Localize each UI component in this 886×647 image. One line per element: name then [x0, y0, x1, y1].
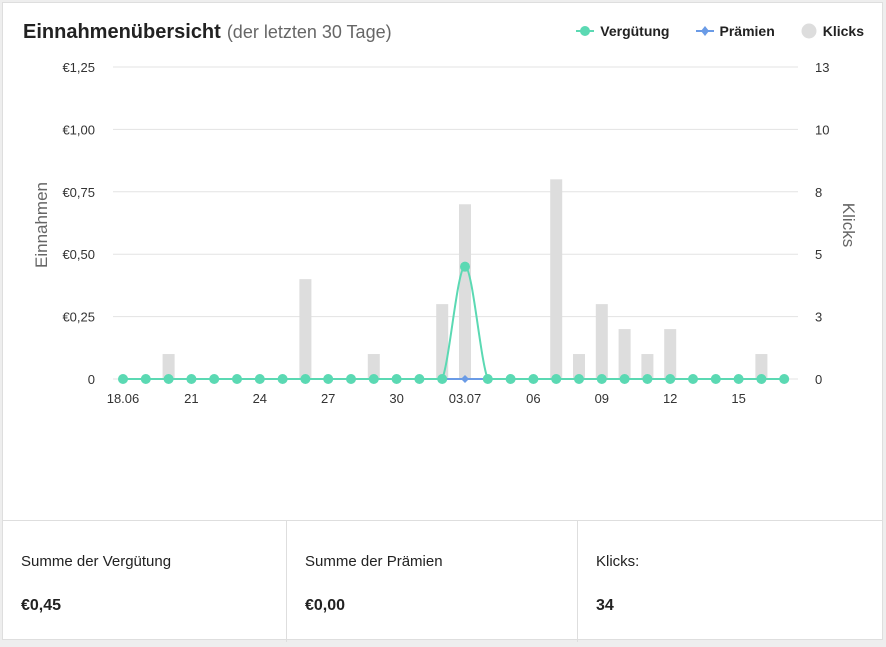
verguetung-point [391, 374, 402, 384]
klicks-bar [436, 304, 449, 379]
x-tick: 15 [731, 391, 745, 406]
klicks-bar [550, 179, 563, 379]
klicks-bar [664, 329, 677, 379]
x-tick: 30 [389, 391, 403, 406]
y-tick-left: €1,25 [62, 60, 95, 75]
x-tick: 09 [595, 391, 609, 406]
verguetung-point [414, 374, 425, 384]
summary-label-verguetung: Summe der Vergütung [21, 553, 172, 570]
verguetung-point [232, 374, 242, 384]
y-tick-left: €1,00 [62, 122, 95, 137]
praemien-point [461, 375, 469, 383]
card-subtitle: (der letzten 30 Tage) [226, 22, 392, 42]
circle-marker-icon [801, 23, 817, 39]
klicks-bars [162, 179, 768, 379]
summary-value-klicks: 34 [596, 597, 614, 614]
verguetung-point [323, 374, 334, 384]
verguetung-point [665, 374, 676, 384]
y-tick-left: €0,25 [62, 310, 95, 325]
y-tick-right: 8 [815, 185, 822, 200]
x-tick: 24 [253, 391, 267, 406]
verguetung-point [528, 374, 539, 384]
verguetung-point [619, 374, 630, 384]
verguetung-point [642, 374, 653, 384]
verguetung-point [254, 374, 265, 384]
verguetung-point [277, 374, 288, 384]
klicks-bar [618, 329, 631, 379]
verguetung-point [688, 374, 698, 384]
earnings-chart: €1,25 13€1,00 10€0,75 8€0,50 5€0,25 30 018.06 2… [32, 60, 858, 406]
circle-marker-icon [576, 26, 595, 36]
x-tick: 18.06 [107, 391, 140, 406]
y-tick-right: 10 [815, 122, 829, 137]
verguetung-point [118, 374, 128, 384]
verguetung-point [482, 374, 493, 384]
card-title: Einnahmenübersicht [23, 21, 221, 43]
klicks-bar [162, 354, 175, 379]
x-tick: 06 [526, 391, 540, 406]
legend-item-verguetung[interactable]: Vergütung [576, 23, 670, 39]
legend-label-praemien: Prämien [719, 23, 775, 39]
verguetung-point [460, 261, 470, 272]
summary-verguetung: Summe der Vergütung €0,45 [3, 521, 287, 642]
x-tick: 12 [663, 391, 677, 406]
summary-value-verguetung: €0,45 [21, 597, 62, 614]
verguetung-line [123, 265, 785, 380]
y-axis-title-left: Einnahmen [32, 182, 51, 268]
y-axis-title-right: Klicks [839, 203, 858, 247]
x-tick: 03.07 [449, 391, 482, 406]
summary-label-klicks: Klicks: [596, 553, 640, 570]
legend-item-praemien[interactable]: Prämien [695, 23, 775, 39]
y-tick-right: 13 [815, 60, 829, 75]
klicks-bar [755, 354, 768, 379]
verguetung-point [574, 374, 584, 384]
klicks-bar [299, 279, 312, 379]
chart-grid [113, 66, 798, 380]
verguetung-point [437, 374, 448, 384]
verguetung-point [710, 374, 721, 384]
klicks-bar [459, 204, 471, 379]
verguetung-point [505, 374, 516, 384]
y-tick-right: 3 [815, 310, 822, 325]
summary-praemien: Summe der Prämien €0,00 [287, 521, 578, 642]
verguetung-point [346, 374, 356, 384]
verguetung-point [300, 374, 311, 384]
legend-item-klicks[interactable]: Klicks [801, 23, 864, 39]
summary-row: Summe der Vergütung €0,45 Summe der Präm… [3, 520, 882, 642]
verguetung-point [186, 374, 197, 384]
klicks-bar [573, 354, 585, 379]
klicks-bar [595, 304, 608, 379]
diamond-marker-icon [695, 26, 714, 36]
legend-label-verguetung: Vergütung [600, 23, 670, 39]
y-tick-right: 0 [815, 372, 822, 387]
verguetung-point [596, 374, 607, 384]
verguetung-point [551, 374, 562, 384]
x-tick: 27 [321, 391, 335, 406]
klicks-bar [367, 354, 380, 379]
y-tick-left: 0 [88, 372, 95, 387]
verguetung-point [163, 374, 174, 384]
verguetung-point [209, 374, 220, 384]
summary-label-praemien: Summe der Prämien [305, 553, 443, 570]
klicks-bar [641, 354, 654, 379]
verguetung-point [140, 374, 151, 384]
card-header: Einnahmenübersicht (der letzten 30 Tage) [23, 21, 392, 47]
chart-legend: Vergütung Prämien Klicks [576, 23, 864, 39]
summary-klicks: Klicks: 34 [578, 521, 882, 642]
verguetung-point [733, 374, 744, 384]
chart-markers [118, 261, 790, 384]
legend-label-klicks: Klicks [822, 23, 864, 39]
y-tick-left: €0,50 [62, 247, 95, 262]
y-tick-left: €0,75 [62, 185, 95, 200]
verguetung-point [368, 374, 379, 384]
x-tick: 21 [184, 391, 198, 406]
summary-value-praemien: €0,00 [305, 597, 346, 614]
axis-ticks: €1,25 13€1,00 10€0,75 8€0,50 5€0,25 30 018.06 2… [62, 60, 829, 406]
verguetung-point [779, 374, 790, 384]
verguetung-point [756, 374, 767, 384]
y-tick-right: 5 [815, 247, 822, 262]
